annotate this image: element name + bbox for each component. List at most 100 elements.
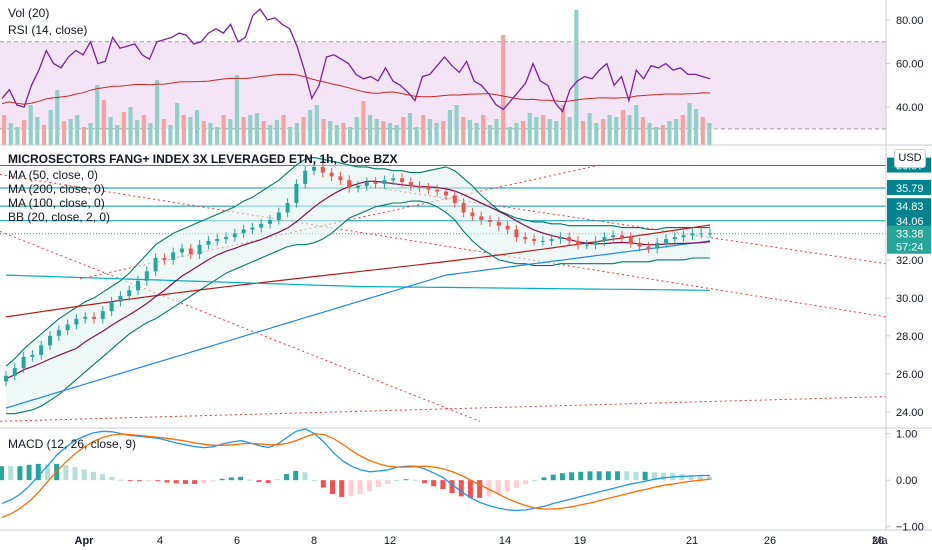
- candle-body: [620, 235, 624, 238]
- currency-button[interactable]: USD: [894, 149, 926, 168]
- rsi-band: [0, 41, 886, 129]
- level-badge: [887, 198, 931, 214]
- candle-body: [505, 225, 510, 230]
- candle-body: [153, 258, 158, 272]
- macd-histogram-bar: [8, 466, 14, 481]
- macd-histogram-bar: [495, 480, 501, 495]
- macd-histogram-bar: [44, 464, 50, 481]
- candle-body: [92, 316, 96, 319]
- volume-bar: [274, 120, 279, 145]
- candle-body: [470, 212, 475, 217]
- volume-bar: [254, 113, 260, 145]
- candle-body: [611, 235, 616, 238]
- volume-bar: [8, 123, 13, 145]
- countdown-label: 57:24: [896, 242, 924, 254]
- macd-histogram-bar: [357, 480, 363, 495]
- candle-body: [373, 182, 378, 184]
- legend-rsi[interactable]: RSI (14, close): [8, 23, 88, 37]
- candle-body: [461, 202, 466, 213]
- volume-bar: [554, 121, 559, 145]
- candle-body: [4, 375, 8, 382]
- macd-histogram-bar: [605, 471, 611, 481]
- macd-histogram-bar: [375, 480, 381, 488]
- macd-histogram-bar: [182, 480, 188, 484]
- candle-body: [83, 316, 88, 319]
- macd-histogram-bar: [284, 474, 290, 481]
- volume-bar: [481, 115, 486, 145]
- price-tick-label: 26.00: [896, 369, 924, 381]
- candle-body: [65, 324, 70, 331]
- volume-bar: [620, 110, 625, 145]
- legend-ma200[interactable]: MA (200, close, 0): [8, 182, 105, 196]
- macd-histogram-bar: [642, 471, 648, 481]
- candle-body: [197, 244, 202, 255]
- macd-histogram-bar: [458, 480, 464, 497]
- candle-body: [532, 239, 536, 241]
- macd-histogram-bar: [366, 480, 372, 492]
- candle-body: [21, 356, 26, 369]
- macd-histogram-bar: [192, 480, 198, 484]
- candle-body: [584, 244, 589, 246]
- volume-bar: [334, 125, 339, 145]
- volume-bar: [654, 127, 659, 145]
- macd-histogram-bar: [707, 476, 712, 481]
- macd-histogram-bar: [661, 472, 667, 481]
- macd-histogram-bar: [109, 476, 115, 481]
- candle-body: [382, 180, 387, 184]
- volume-bar: [168, 125, 173, 145]
- candle-body: [109, 301, 114, 312]
- macd-histogram-bar: [412, 479, 418, 481]
- volume-bar: [101, 100, 106, 145]
- candle-body: [30, 354, 35, 357]
- time-tick-label: 28: [872, 535, 884, 547]
- legend-ma50[interactable]: MA (50, close, 0): [8, 168, 99, 182]
- candle-body: [602, 237, 607, 241]
- volume-bar: [115, 125, 120, 145]
- volume-bar: [381, 121, 386, 145]
- legend-macd[interactable]: MACD (12, 26, close, 9): [8, 437, 137, 451]
- legend-vol[interactable]: Vol (20): [8, 6, 50, 20]
- volume-bar: [687, 103, 692, 145]
- volume-bar: [68, 119, 73, 145]
- legend-ma100[interactable]: MA (100, close, 0): [8, 196, 105, 210]
- macd-histogram-bar: [274, 479, 280, 481]
- candle-body: [171, 252, 176, 260]
- candle-body: [241, 229, 246, 234]
- signal-line: [1, 433, 711, 519]
- macd-histogram-bar: [72, 467, 78, 481]
- macd-histogram-bar: [440, 480, 446, 489]
- macd-histogram-bar: [633, 471, 639, 481]
- candle-body: [364, 182, 369, 186]
- volume-bar: [507, 127, 512, 145]
- candle-body: [12, 368, 17, 376]
- volume-bar: [534, 117, 539, 145]
- candle-body: [294, 183, 299, 203]
- volume-bar: [567, 117, 572, 145]
- volume-bar: [434, 123, 439, 145]
- macd-histogram-bar: [311, 480, 317, 482]
- macd-histogram-bar: [173, 480, 179, 484]
- volume-bar: [175, 103, 180, 145]
- macd-histogram-bar: [90, 471, 96, 481]
- volume-bar: [15, 127, 20, 145]
- volume-bar: [560, 105, 566, 145]
- candle-body: [708, 233, 712, 235]
- macd-histogram-bar: [578, 471, 584, 481]
- price-tick-label: 28.00: [896, 331, 924, 343]
- volume-bar: [694, 109, 699, 145]
- candle-body: [276, 212, 281, 221]
- volume-bar: [414, 127, 419, 145]
- macd-histogram-bar: [679, 474, 685, 481]
- candle-body: [593, 240, 598, 245]
- macd-histogram-bar: [339, 480, 345, 497]
- macd-histogram-bar: [228, 477, 234, 481]
- macd-histogram-bar: [624, 471, 630, 481]
- macd-histogram-bar: [431, 480, 437, 487]
- volume-bar: [547, 119, 552, 145]
- candle-body: [74, 318, 79, 325]
- legend-bb[interactable]: BB (20, close, 2, 0): [8, 210, 111, 224]
- volume-bar: [600, 119, 606, 145]
- candle-body: [338, 176, 343, 181]
- macd-line: [1, 428, 710, 512]
